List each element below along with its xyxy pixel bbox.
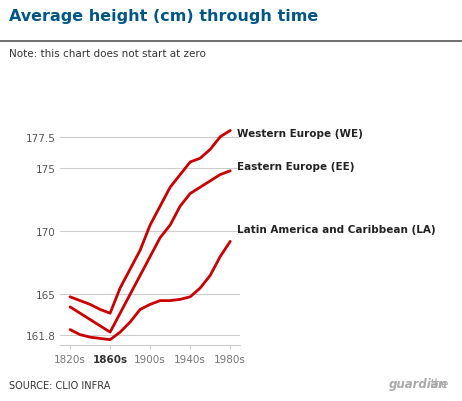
Text: Eastern Europe (EE): Eastern Europe (EE) (237, 161, 355, 171)
Text: Western Europe (WE): Western Europe (WE) (237, 129, 363, 139)
Text: guardian: guardian (389, 377, 448, 390)
Text: the: the (429, 377, 448, 390)
Text: Latin America and Caribbean (LA): Latin America and Caribbean (LA) (237, 224, 436, 234)
Text: Note: this chart does not start at zero: Note: this chart does not start at zero (9, 49, 206, 59)
Text: SOURCE: CLIO INFRA: SOURCE: CLIO INFRA (9, 380, 110, 390)
Text: Average height (cm) through time: Average height (cm) through time (9, 9, 318, 24)
